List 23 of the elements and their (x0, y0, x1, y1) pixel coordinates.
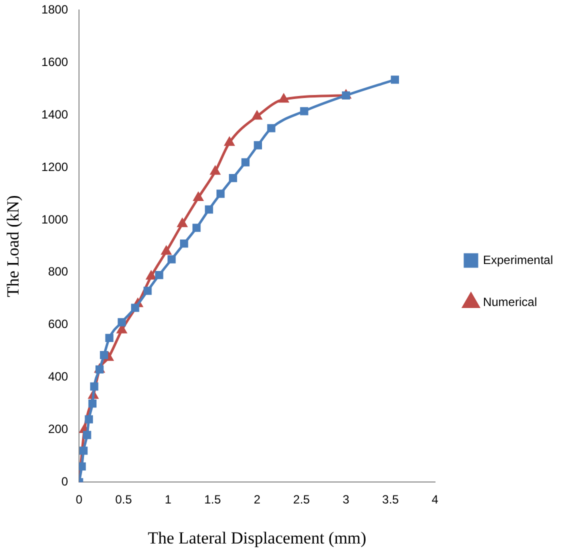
y-tick-label: 800 (48, 264, 68, 279)
y-tick-label: 600 (48, 317, 68, 332)
x-tick-label: 2.5 (293, 492, 310, 507)
x-axis-title: The Lateral Displacement (mm) (148, 528, 366, 548)
x-tick-label: 3 (342, 492, 350, 507)
y-tick-label: 400 (48, 370, 68, 384)
y-tick-label: 1000 (41, 212, 68, 226)
y-tick-label: 1600 (41, 54, 68, 69)
x-tick-label: 1.5 (204, 492, 222, 507)
legend-label: Experimental (482, 252, 553, 267)
y-tick-label: 1200 (41, 160, 68, 174)
x-tick-label: 0.5 (115, 492, 132, 507)
x-tick-label: 4 (432, 492, 439, 507)
x-tick-label: 3.5 (382, 492, 400, 507)
legend-label: Numerical (482, 294, 537, 309)
y-tick-label: 200 (48, 422, 68, 436)
x-tick-label: 1 (164, 492, 172, 507)
y-tick-label: 1800 (41, 2, 68, 17)
y-tick-label: 1400 (41, 107, 68, 122)
y-tick-label: 0 (61, 474, 68, 489)
y-axis-title: The Load (kN) (4, 195, 23, 298)
x-tick-label: 0 (76, 492, 83, 507)
x-tick-label: 2 (254, 492, 261, 507)
